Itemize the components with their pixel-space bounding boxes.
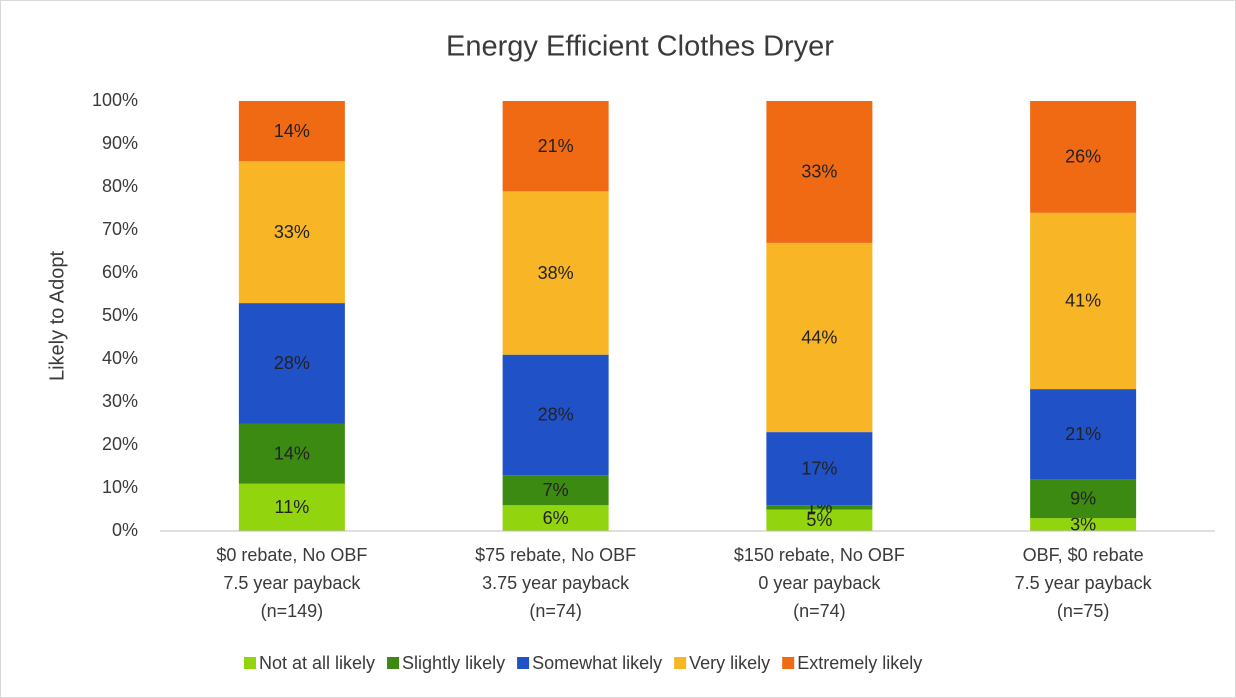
x-tick-label: $150 rebate, No OBF (734, 545, 905, 565)
data-label: 28% (538, 405, 574, 425)
x-tick-label: OBF, $0 rebate (1023, 545, 1144, 565)
y-tick-label: 90% (102, 133, 138, 153)
data-label: 26% (1065, 147, 1101, 167)
legend-swatch (674, 657, 687, 669)
chart-title: Energy Efficient Clothes Dryer (446, 31, 834, 63)
legend-label: Extremely likely (797, 653, 922, 673)
x-tick-label: $0 rebate, No OBF (216, 545, 367, 565)
bar-segment (766, 509, 873, 531)
data-label: 14% (274, 443, 310, 463)
bar-segment (1030, 101, 1137, 213)
y-tick-label: 100% (92, 90, 138, 110)
legend-swatch (244, 657, 256, 669)
x-tick-label: 7.5 year payback (223, 573, 361, 593)
data-label: 9% (1070, 489, 1096, 509)
x-tick-label: (n=75) (1057, 601, 1110, 621)
data-label: 38% (538, 263, 574, 283)
y-tick-label: 30% (102, 391, 138, 411)
y-tick-label: 0% (112, 520, 138, 540)
legend-swatch (387, 657, 400, 669)
bar-segment (766, 505, 873, 510)
data-label: 11% (275, 497, 310, 517)
y-tick-label: 20% (102, 434, 138, 454)
bar-segment (502, 101, 609, 192)
x-tick-label: (n=74) (793, 601, 846, 621)
bar-segment (238, 423, 345, 484)
legend-label: Slightly likely (402, 653, 505, 673)
x-tick-label: 7.5 year payback (1015, 573, 1153, 593)
bar-segment (238, 303, 345, 424)
data-label: 21% (1065, 424, 1101, 444)
data-label: 3% (1070, 514, 1096, 534)
data-label: 5% (806, 510, 832, 530)
data-label: 33% (274, 222, 310, 242)
bar-segment (502, 475, 609, 506)
bar-segment (766, 242, 873, 433)
data-label: 33% (801, 162, 837, 182)
data-label: 41% (1065, 291, 1101, 311)
x-tick-label: (n=74) (529, 601, 582, 621)
x-tick-label: 0 year payback (758, 573, 881, 593)
data-label: 28% (274, 353, 310, 373)
bar-segment (502, 505, 609, 531)
bar-segment (1030, 212, 1137, 390)
bar-segment (238, 161, 345, 304)
legend-swatch (517, 657, 530, 669)
y-tick-label: 40% (102, 348, 138, 368)
x-tick-label: 3.75 year payback (482, 573, 630, 593)
y-tick-label: 70% (102, 219, 138, 239)
bar-segment (766, 432, 873, 506)
legend-label: Somewhat likely (532, 653, 662, 673)
bar-segment (1030, 389, 1137, 480)
legend-label: Very likely (689, 653, 770, 673)
legend-swatch (782, 657, 795, 669)
bar-segment (1030, 518, 1137, 531)
data-label: 21% (538, 136, 574, 156)
y-tick-label: 60% (102, 262, 138, 282)
data-label: 6% (543, 508, 569, 528)
data-label: 44% (801, 327, 837, 347)
bar-segment (502, 191, 609, 355)
y-tick-label: 50% (102, 305, 138, 325)
data-label: 7% (543, 480, 569, 500)
y-tick-label: 80% (102, 176, 138, 196)
bar-segment (766, 101, 873, 243)
data-label: 17% (801, 458, 837, 478)
x-tick-label: $75 rebate, No OBF (475, 545, 636, 565)
bar-segment (502, 354, 609, 476)
y-axis-label: Likely to Adopt (46, 251, 68, 382)
x-tick-label: (n=149) (261, 601, 324, 621)
y-tick-label: 10% (102, 477, 138, 497)
data-label: 14% (274, 121, 310, 141)
bar-segment (1030, 479, 1137, 519)
bar-segment (238, 483, 345, 531)
bar-segment (238, 101, 345, 162)
legend-label: Not at all likely (259, 653, 375, 673)
